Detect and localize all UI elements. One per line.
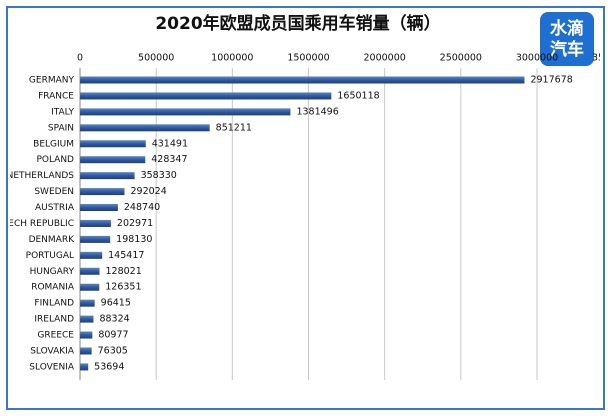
value-label: 431491 [152,138,188,149]
value-label: 2917678 [530,75,572,86]
value-label: 1381496 [296,106,338,117]
logo-text: 水滴 [550,18,584,39]
logo: 水滴 汽车 [540,12,594,66]
bar [80,363,89,371]
y-tick-label: ROMANIA [31,283,75,293]
y-tick-label: SPAIN [48,123,74,133]
value-label: 851211 [216,122,252,133]
y-tick-label: IRELAND [34,315,74,325]
y-tick-label: GREECE [37,331,74,341]
bar [80,235,111,243]
value-label: 96415 [101,298,131,309]
y-tick-label: SLOVENIA [29,362,75,372]
y-tick-label: SWEDEN [34,187,74,197]
logo-box [540,12,594,66]
y-tick-label: HUNGARY [30,267,75,277]
bar [80,188,125,196]
x-tick-label: 1500000 [287,53,329,64]
y-tick-label: POLAND [36,155,74,165]
value-label: 248740 [124,202,160,213]
value-label: 126351 [105,282,141,293]
bar [80,331,93,339]
chart-title: 2020年欧盟成员国乘用车销量（辆） [155,13,440,34]
y-tick-label: FRANCE [38,91,74,101]
bar [80,172,135,180]
x-tick-label: 2500000 [440,53,482,64]
x-tick-label: 0 [77,53,83,64]
x-tick-label: 1000000 [211,53,253,64]
value-label: 145417 [108,250,144,261]
value-label: 428347 [151,154,187,165]
value-label: 53694 [94,361,124,372]
value-label: 292024 [130,186,166,197]
value-label: 88324 [99,314,129,325]
bar [80,251,103,259]
bar [80,124,210,132]
value-label: 80977 [98,330,128,341]
x-tick-label: 2000000 [364,53,406,64]
bar [80,92,332,100]
y-tick-label: AUSTRIA [35,203,75,213]
value-label: 358330 [141,170,177,181]
value-label: 198130 [116,234,152,245]
y-tick-label: DENMARK [29,235,76,245]
y-tick-label: BELGIUM [33,139,74,149]
logo-text: 汽车 [550,39,584,60]
bar [80,204,118,212]
bar [80,299,95,307]
value-label: 76305 [98,345,128,356]
value-label: 202971 [117,218,153,229]
y-tick-label: CZECH REPUBLIC [0,219,74,229]
x-tick-label: 3500000 [592,53,612,64]
bar [80,267,100,275]
y-tick-label: FINLAND [34,299,74,309]
bar [80,315,94,323]
y-tick-label: GERMANY [29,76,75,86]
bar [80,219,111,227]
value-label: 1650118 [337,90,379,101]
plot: 0 500000 1000000 1500000 2000000 2500000 30000… [0,53,612,380]
bar [80,140,146,148]
value-label: 128021 [106,266,142,277]
bar [80,156,146,164]
bar [80,108,291,116]
bar [80,76,525,84]
x-tick-label: 3000000 [516,53,558,64]
x-tick-label: 500000 [138,53,174,64]
y-tick-label: PORTUGAL [26,251,74,261]
bar [80,283,100,291]
y-tick-label: SLOVAKIA [30,346,75,356]
bar [80,347,92,355]
y-tick-label: ITALY [51,107,74,117]
y-tick-label: NETHERLANDS [7,171,75,181]
